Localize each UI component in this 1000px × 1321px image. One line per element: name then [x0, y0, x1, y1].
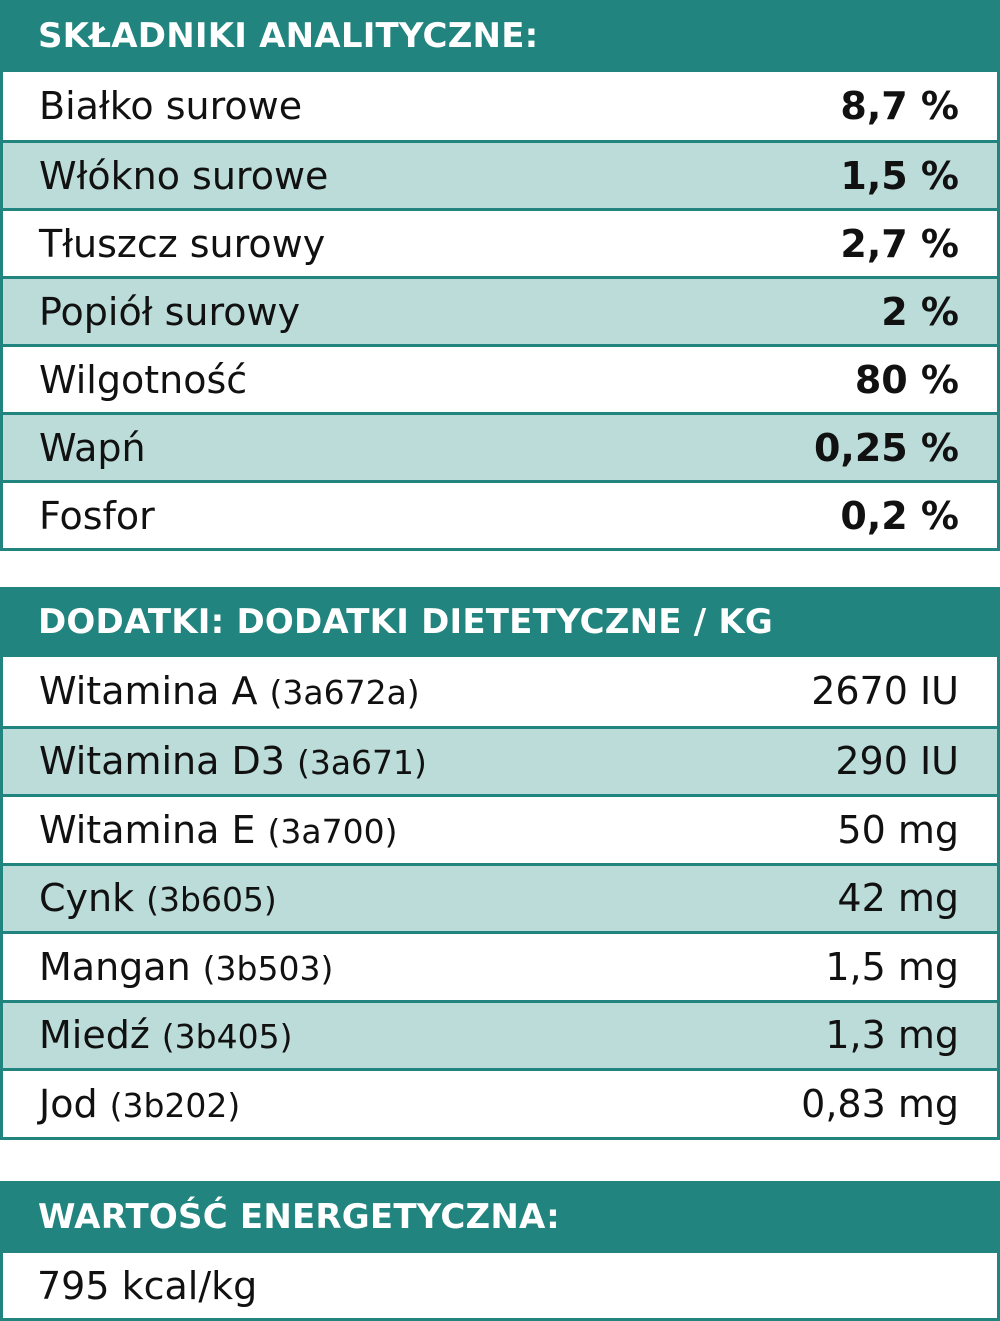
table-row: Fosfor 0,2 % [3, 480, 997, 548]
table-row: Witamina E (3a700) 50 mg [3, 794, 997, 863]
analytic-components-table: SKŁADNIKI ANALITYCZNE: Białko surowe 8,7… [0, 0, 1000, 551]
table-row: Wapń 0,25 % [3, 412, 997, 480]
row-value: 1,3 mg [825, 1013, 959, 1058]
analytic-components-title: SKŁADNIKI ANALITYCZNE: [0, 0, 1000, 72]
row-label: Witamina D3 [39, 739, 285, 784]
row-label: Popiół surowy [39, 289, 301, 334]
table-row: Popiół surowy 2 % [3, 276, 997, 344]
row-label: Mangan [39, 944, 191, 989]
row-label-group: Witamina D3 (3a671) [39, 739, 427, 783]
row-label: Włókno surowe [39, 153, 329, 198]
row-label: Miedź [39, 1013, 150, 1058]
row-value: 1,5 mg [825, 944, 959, 989]
energy-value-title: WARTOŚĆ ENERGETYCZNA: [0, 1181, 1000, 1253]
row-value: 0,2 % [840, 493, 959, 538]
energy-value-table: WARTOŚĆ ENERGETYCZNA: 795 kcal/kg [0, 1181, 1000, 1321]
row-value: 290 IU [835, 739, 959, 784]
row-value: 2670 IU [811, 669, 959, 714]
row-value: 1,5 % [840, 153, 959, 198]
additives-title: DODATKI: DODATKI DIETETYCZNE / KG [0, 587, 1000, 657]
row-label: Cynk [39, 876, 135, 921]
table-row: Mangan (3b503) 1,5 mg [3, 931, 997, 1000]
row-label: Białko surowe [39, 84, 303, 128]
row-value: 80 % [854, 357, 959, 402]
row-label: Witamina A [39, 669, 258, 714]
row-label-group: Miedź (3b405) [39, 1013, 292, 1057]
row-label-group: Jod (3b202) [39, 1082, 240, 1126]
table-row: Białko surowe 8,7 % [3, 72, 997, 140]
row-label: Tłuszcz surowy [39, 221, 326, 266]
row-code: (3b202) [109, 1085, 241, 1125]
row-value: 50 mg [837, 807, 959, 852]
row-label: Fosfor [39, 493, 155, 538]
row-label-group: Witamina E (3a700) [39, 808, 397, 852]
energy-value: 795 kcal/kg [37, 1263, 258, 1308]
row-value: 0,25 % [813, 425, 959, 470]
row-value: 8,7 % [840, 84, 959, 128]
row-value: 0,83 mg [801, 1081, 959, 1126]
row-value: 2 % [881, 289, 959, 334]
table-row: Miedź (3b405) 1,3 mg [3, 999, 997, 1068]
row-label-group: Cynk (3b605) [39, 876, 277, 920]
row-code: (3a672a) [269, 673, 420, 713]
table-row: Jod (3b202) 0,83 mg [3, 1068, 997, 1137]
additives-table: DODATKI: DODATKI DIETETYCZNE / KG Witami… [0, 587, 1000, 1140]
row-code: (3b605) [146, 880, 277, 920]
row-label: Witamina E [39, 807, 256, 852]
additives-body: Witamina A (3a672a) 2670 IU Witamina D3 (3… [0, 657, 1000, 1140]
energy-value-body: 795 kcal/kg [0, 1253, 1000, 1321]
table-row: 795 kcal/kg [3, 1253, 997, 1318]
table-row: Tłuszcz surowy 2,7 % [3, 208, 997, 276]
row-label: Jod [39, 1081, 98, 1126]
row-code: (3b503) [202, 948, 334, 988]
table-row: Witamina A (3a672a) 2670 IU [3, 657, 997, 726]
table-row: Włókno surowe 1,5 % [3, 140, 997, 208]
row-label-group: Mangan (3b503) [39, 945, 333, 989]
row-code: (3a700) [267, 811, 398, 851]
row-code: (3a671) [296, 743, 427, 783]
row-value: 42 mg [837, 876, 959, 921]
row-label-group: Witamina A (3a672a) [39, 669, 420, 713]
row-value: 2,7 % [840, 221, 959, 266]
table-row: Cynk (3b605) 42 mg [3, 862, 997, 931]
row-label: Wapń [39, 425, 146, 470]
table-row: Witamina D3 (3a671) 290 IU [3, 725, 997, 794]
row-label: Wilgotność [39, 357, 248, 402]
analytic-components-body: Białko surowe 8,7 % Włókno surowe 1,5 % … [0, 72, 1000, 551]
row-code: (3b405) [161, 1017, 293, 1057]
table-row: Wilgotność 80 % [3, 344, 997, 412]
